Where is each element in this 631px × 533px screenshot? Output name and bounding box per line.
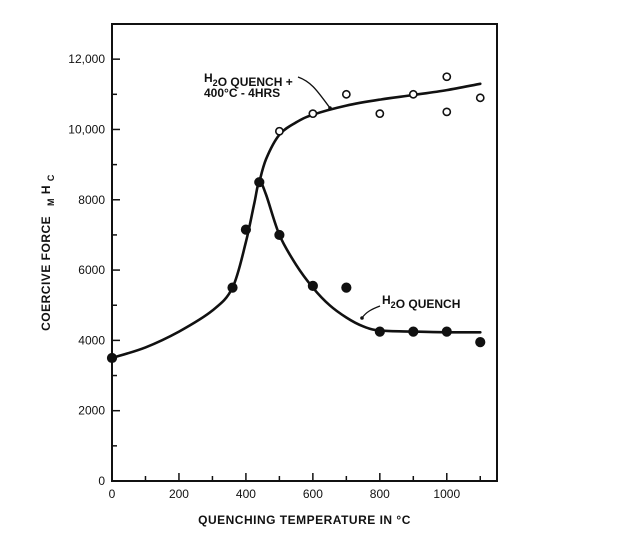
annotation-arrow-tip — [328, 106, 332, 110]
y-tick-label: 12,000 — [68, 52, 105, 66]
open-data-point — [475, 93, 485, 103]
open-data-point — [341, 89, 351, 99]
x-tick-label: 200 — [169, 487, 189, 501]
y-tick-label: 0 — [98, 474, 105, 488]
y-axis-symbol-h: H — [39, 185, 53, 194]
filled-data-point — [307, 280, 318, 291]
filled-data-point — [274, 229, 285, 241]
filled-data-point — [408, 326, 419, 337]
filled-data-point — [341, 282, 352, 293]
series-points — [106, 72, 486, 364]
series-label: 400°C - 4HRS — [204, 86, 280, 100]
filled-data-point — [254, 177, 265, 188]
axis-ticks: 0 200 400 600 800 1000 0 2000 4000 6000 8000 10,000… — [68, 23, 482, 501]
annotation-leader-line — [297, 76, 331, 109]
x-axis-title: QUENCHING TEMPERATURE IN °C — [198, 513, 411, 527]
y-axis-symbol-sub-c: C — [46, 174, 56, 181]
x-tick-label: 800 — [370, 487, 390, 501]
annotation-leader-line — [361, 305, 381, 319]
open-data-point — [442, 107, 452, 117]
series-label: H2O QUENCH — [382, 293, 460, 311]
y-tick-label: 10,000 — [68, 122, 105, 136]
open-data-point — [442, 72, 452, 82]
filled-data-point — [227, 282, 238, 293]
open-data-point — [408, 89, 418, 99]
open-data-point — [375, 109, 385, 119]
x-tick-label: 600 — [303, 487, 323, 501]
y-axis-title: COERCIVE FORCE M H C — [39, 174, 57, 331]
filled-data-point — [475, 337, 486, 348]
plot-frame — [111, 23, 498, 482]
filled-data-point — [106, 352, 118, 364]
x-tick-label: 1000 — [433, 487, 460, 501]
y-axis-symbol-sub-m: M — [46, 198, 56, 206]
open-data-point — [308, 109, 318, 119]
y-tick-label: 4000 — [78, 333, 105, 347]
y-tick-label: 6000 — [78, 263, 105, 277]
y-axis-title-main: COERCIVE FORCE — [39, 216, 53, 331]
y-tick-label: 2000 — [78, 404, 105, 418]
filled-data-point — [441, 326, 452, 337]
series-curves — [110, 82, 482, 360]
series-curve-h2o-quench-aged — [258, 82, 482, 184]
x-tick-label: 400 — [236, 487, 256, 501]
x-tick-label: 0 — [109, 487, 116, 501]
series-curve-h2o-quench — [110, 180, 482, 360]
series-label: H2O QUENCH + — [204, 71, 293, 89]
open-data-point — [274, 126, 284, 136]
annotation-arrow-tip — [360, 316, 364, 320]
filled-data-point — [374, 326, 385, 337]
y-tick-label: 8000 — [78, 193, 105, 207]
filled-data-point — [240, 224, 252, 235]
series-annotations: H2O QUENCH H2O QUENCH +400°C - 4HRS — [204, 71, 460, 320]
